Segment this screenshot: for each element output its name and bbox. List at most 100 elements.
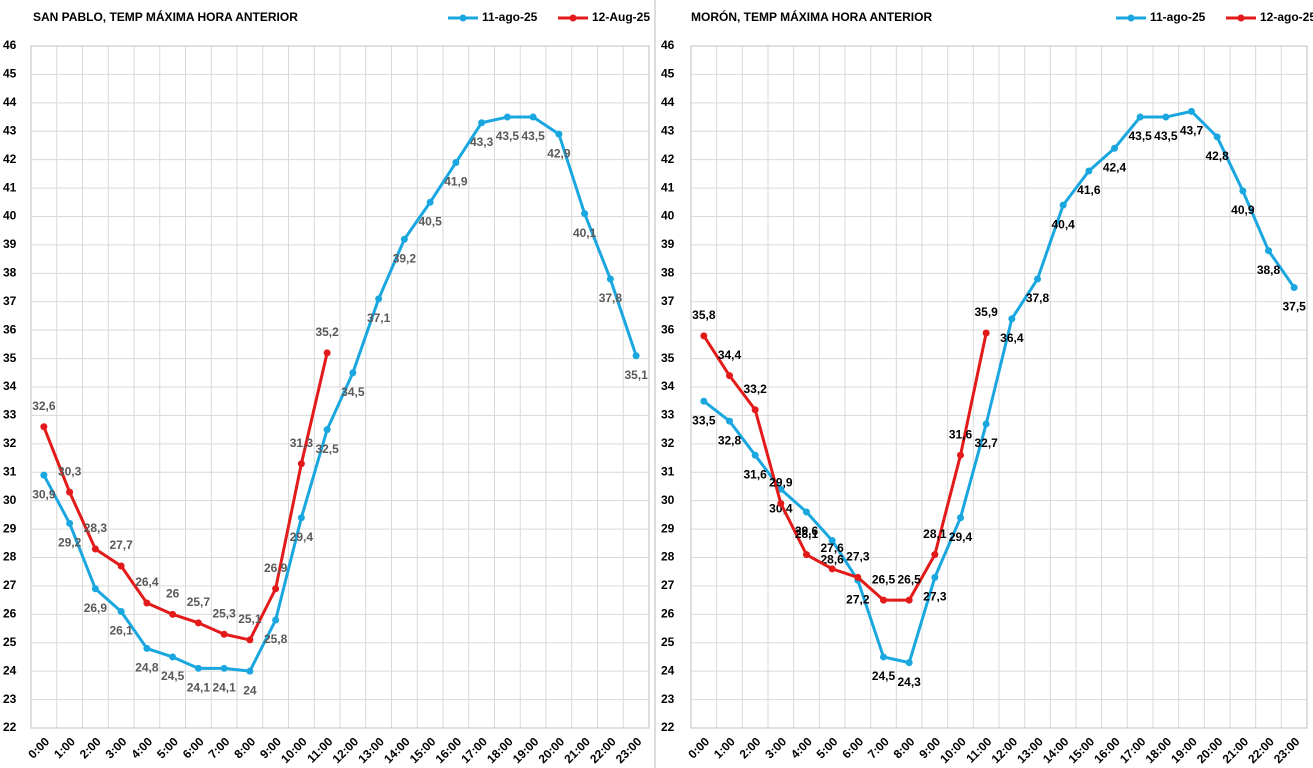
point bbox=[220, 664, 228, 672]
y-tick-label: 41 bbox=[661, 180, 675, 194]
data-label: 29,2 bbox=[58, 536, 82, 550]
point bbox=[1059, 201, 1067, 209]
point bbox=[1213, 133, 1221, 141]
point bbox=[828, 536, 836, 544]
point bbox=[1111, 144, 1118, 152]
point bbox=[1239, 187, 1247, 195]
point bbox=[40, 471, 48, 479]
point bbox=[632, 352, 640, 360]
y-tick-label: 45 bbox=[661, 67, 675, 81]
point bbox=[117, 607, 125, 615]
y-tick-label: 23 bbox=[3, 692, 17, 706]
data-label: 35,2 bbox=[315, 325, 339, 339]
y-tick-label: 40 bbox=[661, 209, 675, 223]
point bbox=[91, 545, 99, 553]
y-tick-label: 34 bbox=[3, 379, 17, 393]
data-label: 42,4 bbox=[1103, 160, 1127, 174]
data-label: 28,3 bbox=[84, 521, 108, 535]
plot-border bbox=[690, 45, 1308, 729]
point bbox=[194, 619, 202, 627]
point bbox=[905, 659, 913, 667]
data-label: 31,6 bbox=[743, 467, 767, 481]
data-label: 24,5 bbox=[872, 669, 896, 683]
point bbox=[828, 565, 836, 573]
data-label: 26,1 bbox=[109, 624, 133, 638]
point bbox=[1188, 107, 1195, 115]
data-label: 31,3 bbox=[290, 436, 314, 450]
point bbox=[982, 420, 990, 428]
series-line bbox=[702, 332, 988, 602]
x-tick-label: 11:00 bbox=[963, 734, 994, 765]
point bbox=[246, 636, 254, 644]
data-label: 26,9 bbox=[84, 601, 108, 615]
point bbox=[297, 514, 305, 522]
y-tick-label: 31 bbox=[661, 464, 675, 478]
x-tick-label: 4:00 bbox=[128, 734, 155, 761]
x-tick-label: 7:00 bbox=[206, 734, 233, 761]
legend-label: 12-ago-25 bbox=[1260, 10, 1313, 24]
x-tick-label: 22:00 bbox=[1245, 734, 1277, 766]
data-label: 36,4 bbox=[1000, 331, 1024, 345]
x-tick-label: 19:00 bbox=[1168, 734, 1200, 766]
point bbox=[905, 596, 913, 604]
x-tick-label: 20:00 bbox=[536, 734, 568, 766]
x-tick-label: 2:00 bbox=[737, 734, 764, 761]
data-label: 32,7 bbox=[974, 436, 998, 450]
y-tick-label: 32 bbox=[3, 436, 17, 450]
x-tick-label: 3:00 bbox=[103, 734, 130, 761]
x-tick-label: 1:00 bbox=[51, 734, 78, 761]
x-tick-label: 8:00 bbox=[891, 734, 918, 761]
point bbox=[777, 485, 785, 493]
y-tick-label: 46 bbox=[3, 38, 17, 52]
y-tick-label: 38 bbox=[661, 266, 675, 280]
y-tick-label: 38 bbox=[3, 266, 17, 280]
data-label: 28,1 bbox=[795, 527, 819, 541]
point bbox=[1265, 247, 1272, 255]
point bbox=[777, 500, 785, 508]
data-label: 32,5 bbox=[315, 442, 339, 456]
x-tick-label: 13:00 bbox=[1014, 734, 1046, 766]
y-tick-label: 29 bbox=[661, 521, 675, 535]
point bbox=[194, 664, 202, 672]
y-tick-label: 45 bbox=[3, 67, 17, 81]
x-tick-label: 5:00 bbox=[814, 734, 841, 761]
point bbox=[1008, 315, 1016, 323]
point bbox=[246, 667, 254, 675]
y-tick-label: 33 bbox=[661, 408, 675, 422]
data-label: 38,8 bbox=[1257, 263, 1281, 277]
point bbox=[1162, 113, 1170, 121]
data-label: 27,7 bbox=[109, 538, 133, 552]
y-tick-label: 44 bbox=[3, 95, 17, 109]
data-label: 30,9 bbox=[32, 487, 56, 501]
y-tick-label: 41 bbox=[3, 180, 17, 194]
y-tick-label: 25 bbox=[3, 635, 17, 649]
data-label: 37,5 bbox=[1282, 300, 1306, 314]
y-tick-label: 35 bbox=[661, 351, 675, 365]
data-label: 29,4 bbox=[949, 530, 973, 544]
point bbox=[452, 159, 460, 167]
data-label: 27,2 bbox=[846, 592, 870, 606]
point bbox=[220, 630, 228, 638]
point bbox=[726, 417, 733, 425]
point bbox=[143, 644, 151, 652]
point bbox=[606, 275, 614, 283]
data-label: 24,8 bbox=[135, 661, 159, 675]
point bbox=[323, 349, 331, 357]
data-label: 24,3 bbox=[897, 675, 921, 689]
point bbox=[880, 653, 887, 661]
y-tick-label: 36 bbox=[3, 322, 17, 336]
y-tick-label: 27 bbox=[661, 578, 675, 592]
data-label: 35,8 bbox=[692, 308, 716, 322]
point bbox=[297, 460, 305, 468]
point bbox=[982, 329, 990, 337]
x-tick-label: 12:00 bbox=[989, 734, 1021, 766]
x-tick-label: 16:00 bbox=[1091, 734, 1123, 766]
point bbox=[957, 514, 964, 522]
y-tick-label: 37 bbox=[661, 294, 675, 308]
x-tick-label: 8:00 bbox=[231, 734, 258, 761]
data-label: 30,4 bbox=[769, 501, 793, 515]
x-tick-label: 6:00 bbox=[839, 734, 866, 761]
data-label: 43,5 bbox=[521, 129, 545, 143]
x-tick-label: 7:00 bbox=[865, 734, 892, 761]
